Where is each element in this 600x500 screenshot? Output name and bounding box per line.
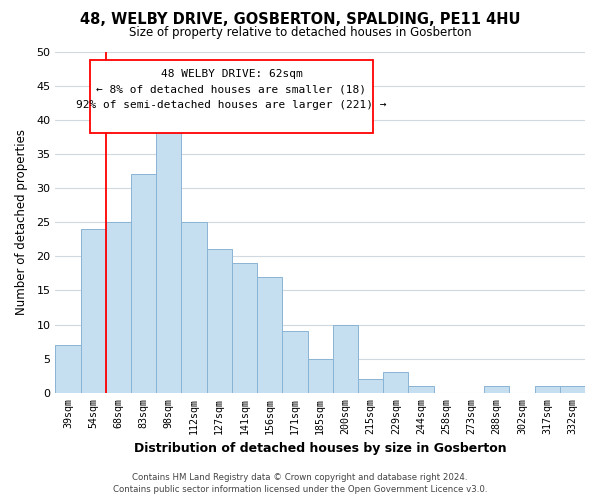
- Bar: [131, 174, 156, 393]
- Text: 48 WELBY DRIVE: 62sqm
← 8% of detached houses are smaller (18)
92% of semi-detac: 48 WELBY DRIVE: 62sqm ← 8% of detached h…: [76, 68, 386, 110]
- Bar: [181, 222, 206, 393]
- Bar: [383, 372, 409, 393]
- Bar: [106, 222, 131, 393]
- Bar: [409, 386, 434, 393]
- Text: Contains HM Land Registry data © Crown copyright and database right 2024.
Contai: Contains HM Land Registry data © Crown c…: [113, 472, 487, 494]
- Bar: [358, 379, 383, 393]
- Text: 48, WELBY DRIVE, GOSBERTON, SPALDING, PE11 4HU: 48, WELBY DRIVE, GOSBERTON, SPALDING, PE…: [80, 12, 520, 28]
- Bar: [55, 345, 80, 393]
- Bar: [206, 250, 232, 393]
- Bar: [535, 386, 560, 393]
- Bar: [257, 277, 283, 393]
- Y-axis label: Number of detached properties: Number of detached properties: [15, 129, 28, 315]
- Bar: [560, 386, 585, 393]
- X-axis label: Distribution of detached houses by size in Gosberton: Distribution of detached houses by size …: [134, 442, 506, 455]
- Bar: [333, 324, 358, 393]
- Bar: [80, 229, 106, 393]
- FancyBboxPatch shape: [90, 60, 373, 134]
- Bar: [232, 263, 257, 393]
- Text: Size of property relative to detached houses in Gosberton: Size of property relative to detached ho…: [128, 26, 472, 39]
- Bar: [308, 358, 333, 393]
- Bar: [484, 386, 509, 393]
- Bar: [283, 332, 308, 393]
- Bar: [156, 126, 181, 393]
